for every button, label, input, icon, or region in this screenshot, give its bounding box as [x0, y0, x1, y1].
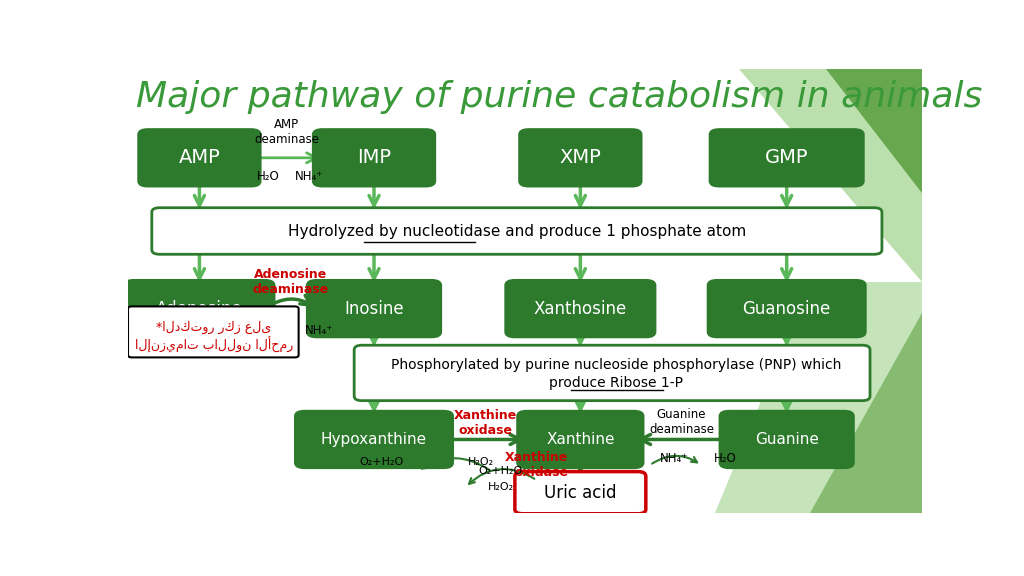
- Text: AMP
deaminase: AMP deaminase: [254, 118, 319, 146]
- Text: produce Ribose 1-P: produce Ribose 1-P: [549, 376, 683, 390]
- Text: الإنزيمات باللون الأحمر: الإنزيمات باللون الأحمر: [134, 337, 293, 353]
- FancyBboxPatch shape: [307, 280, 441, 337]
- Text: Adenosine
deaminase: Adenosine deaminase: [253, 268, 329, 296]
- FancyBboxPatch shape: [152, 208, 882, 254]
- FancyBboxPatch shape: [128, 306, 299, 357]
- Text: Major pathway of purine catabolism in animals: Major pathway of purine catabolism in an…: [136, 80, 982, 114]
- FancyBboxPatch shape: [138, 129, 260, 187]
- FancyBboxPatch shape: [710, 129, 863, 187]
- Text: NH₄⁺: NH₄⁺: [304, 324, 333, 338]
- FancyBboxPatch shape: [506, 280, 655, 337]
- Text: H₂O: H₂O: [269, 324, 292, 338]
- FancyBboxPatch shape: [720, 411, 854, 468]
- Text: H₂O: H₂O: [257, 170, 281, 183]
- Text: Hypoxanthine: Hypoxanthine: [321, 432, 427, 447]
- Text: Guanosine: Guanosine: [742, 300, 830, 317]
- FancyBboxPatch shape: [313, 129, 435, 187]
- FancyBboxPatch shape: [295, 411, 453, 468]
- FancyBboxPatch shape: [517, 411, 643, 468]
- Text: Uric acid: Uric acid: [544, 484, 616, 502]
- Text: H₂O: H₂O: [714, 452, 736, 465]
- Text: H₂O₂: H₂O₂: [487, 482, 514, 492]
- Text: H₂O₂: H₂O₂: [468, 457, 495, 467]
- Text: XMP: XMP: [559, 149, 601, 167]
- Text: Phosphorylated by purine nucleoside phosphorylase (PNP) which: Phosphorylated by purine nucleoside phos…: [391, 358, 842, 372]
- Text: GMP: GMP: [765, 149, 808, 167]
- Text: O₂+H₂O: O₂+H₂O: [479, 467, 523, 476]
- Polygon shape: [715, 282, 922, 513]
- Text: IMP: IMP: [357, 149, 391, 167]
- Text: Hydrolyzed by nucleotidase and produce 1 phosphate atom: Hydrolyzed by nucleotidase and produce 1…: [288, 223, 746, 238]
- Text: Guanine: Guanine: [755, 432, 818, 447]
- Text: NH₄⁺: NH₄⁺: [295, 170, 323, 183]
- Polygon shape: [739, 69, 922, 282]
- Text: Adenosine: Adenosine: [156, 300, 243, 317]
- Text: Guanine
deaminase: Guanine deaminase: [649, 408, 714, 435]
- Polygon shape: [811, 313, 922, 513]
- Text: Inosine: Inosine: [344, 300, 403, 317]
- Text: Xanthine: Xanthine: [546, 432, 614, 447]
- Text: AMP: AMP: [178, 149, 220, 167]
- Text: Xanthine
oxidase: Xanthine oxidase: [454, 408, 517, 437]
- Text: O₂+H₂O: O₂+H₂O: [359, 457, 404, 467]
- Text: Xanthosine: Xanthosine: [534, 300, 627, 317]
- FancyBboxPatch shape: [125, 280, 274, 337]
- FancyBboxPatch shape: [519, 129, 641, 187]
- Text: *الدكتور ركز على: *الدكتور ركز على: [156, 321, 271, 334]
- FancyBboxPatch shape: [354, 345, 870, 401]
- FancyBboxPatch shape: [515, 472, 646, 514]
- Text: Xanthine
oxidase: Xanthine oxidase: [505, 451, 568, 479]
- Polygon shape: [826, 69, 922, 194]
- FancyBboxPatch shape: [708, 280, 865, 337]
- Text: NH₄⁺: NH₄⁺: [659, 452, 688, 465]
